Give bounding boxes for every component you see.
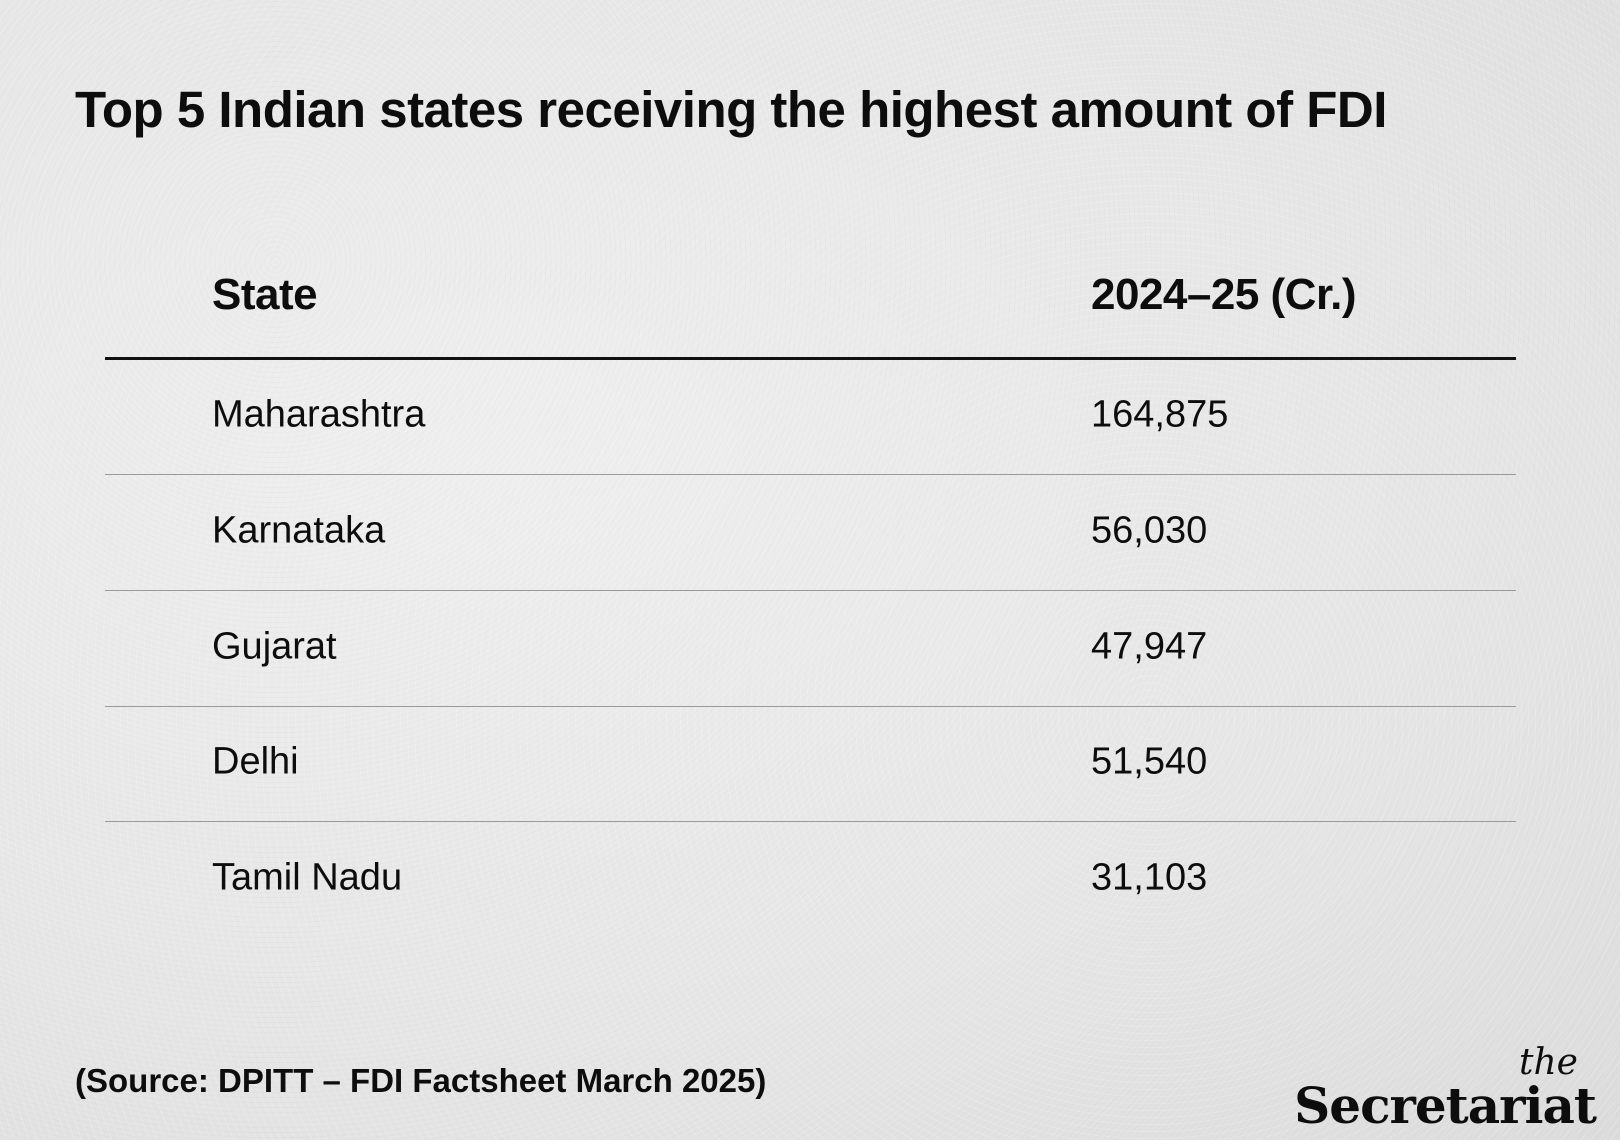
row-divider <box>105 590 1516 591</box>
state-cell: Tamil Nadu <box>212 856 403 899</box>
page-title: Top 5 Indian states receiving the highes… <box>75 81 1387 138</box>
row-divider <box>105 821 1516 822</box>
header-state: State <box>212 270 318 319</box>
source-note: (Source: DPITT – FDI Factsheet March 202… <box>75 1062 767 1099</box>
state-cell: Gujarat <box>212 625 337 668</box>
row-divider <box>105 706 1516 707</box>
header-value: 2024–25 (Cr.) <box>1091 270 1357 319</box>
logo-the: the <box>1519 1042 1578 1083</box>
value-cell: 164,875 <box>1091 393 1229 436</box>
logo-name: Secretariat <box>1294 1076 1597 1135</box>
value-cell: 31,103 <box>1091 856 1208 899</box>
state-cell: Karnataka <box>212 509 386 552</box>
state-cell: Delhi <box>212 740 299 783</box>
value-cell: 56,030 <box>1091 509 1208 552</box>
header-divider <box>105 357 1516 360</box>
row-divider <box>105 474 1516 475</box>
value-cell: 51,540 <box>1091 740 1208 783</box>
value-cell: 47,947 <box>1091 625 1208 668</box>
state-cell: Maharashtra <box>212 393 426 436</box>
brand-logo: the Secretariat <box>1294 1042 1597 1135</box>
